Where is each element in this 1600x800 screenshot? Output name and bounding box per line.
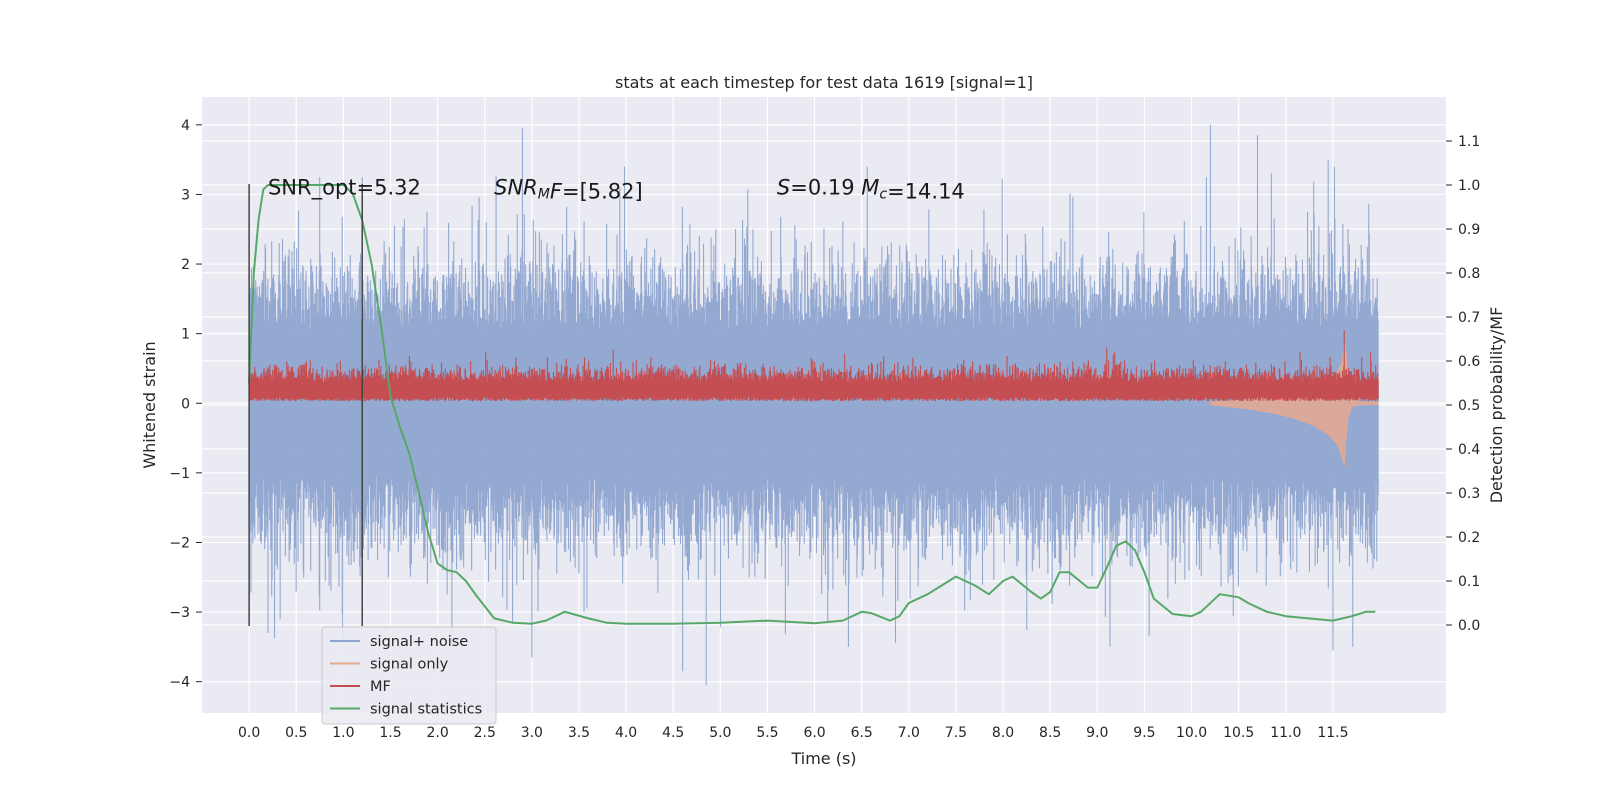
x-tick-label: 11.5 bbox=[1317, 725, 1348, 741]
annotation-segment: =14.14 bbox=[887, 179, 965, 203]
signal-statistics-series bbox=[248, 184, 1376, 625]
x-tick-label: 5.0 bbox=[709, 725, 731, 741]
y-tick-label: 1 bbox=[181, 327, 190, 343]
x-tick-label: 4.0 bbox=[615, 725, 637, 741]
y-tick-label: 2 bbox=[181, 257, 190, 273]
y-tick-label: 4 bbox=[181, 118, 190, 134]
y-tick-label: −4 bbox=[169, 675, 190, 691]
legend: signal+ noise signal only MF signal statist… bbox=[321, 626, 497, 725]
x-tick-label: 7.5 bbox=[945, 725, 967, 741]
series-area bbox=[248, 124, 1379, 686]
y-right-tick-label: 0.7 bbox=[1458, 310, 1480, 326]
annotation-segment: F bbox=[550, 179, 563, 203]
x-tick-label: 3.0 bbox=[521, 725, 543, 741]
annotation-segment: =[5.82] bbox=[562, 179, 643, 203]
y-tick-label: 0 bbox=[181, 396, 190, 412]
annotation-segment: c bbox=[879, 186, 887, 202]
vertical-markers bbox=[248, 184, 363, 626]
annotation-text: SNR_opt=5.32 bbox=[268, 175, 421, 200]
x-tick-label: 7.0 bbox=[898, 725, 920, 741]
x-tick-label: 10.0 bbox=[1176, 725, 1207, 741]
x-tick-label: 9.0 bbox=[1086, 725, 1108, 741]
y-right-tick-label: 0.1 bbox=[1458, 574, 1480, 590]
legend-entry-label: signal only bbox=[370, 657, 449, 673]
y-right-tick-label: 0.5 bbox=[1458, 398, 1480, 414]
x-tick-label: 6.5 bbox=[851, 725, 873, 741]
y-right-tick-label: 0.9 bbox=[1458, 222, 1480, 238]
y-right-tick-label: 0.4 bbox=[1458, 442, 1480, 458]
legend-entry-label: signal statistics bbox=[370, 702, 482, 718]
x-tick-label: 6.0 bbox=[803, 725, 825, 741]
annotation-segment: S bbox=[777, 175, 790, 199]
x-tick-label: 5.5 bbox=[756, 725, 778, 741]
x-tick-label: 9.5 bbox=[1133, 725, 1155, 741]
y-right-tick-label: 0.0 bbox=[1458, 618, 1480, 634]
x-tick-label: 8.0 bbox=[992, 725, 1014, 741]
x-tick-label: 2.0 bbox=[426, 725, 448, 741]
annotation-segment: M bbox=[538, 186, 550, 202]
legend-frame bbox=[321, 626, 497, 725]
y-tick-label: −1 bbox=[169, 466, 190, 482]
axis-ticks: 0.0 0.5 1.0 1.5 2.0 2.5 3.0 3.5 4.0 4.5 5.0 5.5 6.0 6… bbox=[169, 118, 1480, 741]
x-tick-label: 0.5 bbox=[285, 725, 307, 741]
y-right-tick-label: 1.0 bbox=[1458, 178, 1480, 194]
y-axis-label: Whitened strain bbox=[140, 341, 159, 468]
y-tick-label: −3 bbox=[169, 605, 190, 621]
annotation-text: S=0.19 Mc=14.14 bbox=[777, 175, 965, 203]
x-tick-label: 2.5 bbox=[474, 725, 496, 741]
annotation-text: SNRMF=[5.82] bbox=[494, 175, 643, 203]
legend-entry-label: signal+ noise bbox=[370, 634, 468, 650]
y-right-tick-label: 0.2 bbox=[1458, 530, 1480, 546]
x-tick-label: 10.5 bbox=[1223, 725, 1254, 741]
annotation-segment: =0.19 bbox=[790, 175, 861, 199]
x-axis-label: Time (s) bbox=[790, 749, 856, 768]
y-right-tick-label: 0.8 bbox=[1458, 266, 1480, 282]
y-right-tick-label: 0.6 bbox=[1458, 354, 1480, 370]
annotation-segment: SNR bbox=[494, 175, 538, 199]
y-tick-label: 3 bbox=[181, 187, 190, 203]
x-tick-label: 1.5 bbox=[379, 725, 401, 741]
y-right-tick-label: 0.3 bbox=[1458, 486, 1480, 502]
x-tick-label: 8.5 bbox=[1039, 725, 1061, 741]
x-tick-label: 3.5 bbox=[568, 725, 590, 741]
y-tick-label: −2 bbox=[169, 535, 190, 551]
annotations: SNR_opt=5.32 SNRMF=[5.82] S=0.19 Mc=14.14 bbox=[268, 175, 965, 203]
legend-entry-label: MF bbox=[370, 679, 391, 695]
y-right-tick-label: 1.1 bbox=[1458, 134, 1480, 150]
x-tick-label: 1.0 bbox=[332, 725, 354, 741]
x-tick-label: 11.0 bbox=[1270, 725, 1301, 741]
chart-title: stats at each timestep for test data 161… bbox=[615, 73, 1033, 92]
annotation-segment: M bbox=[861, 175, 879, 199]
y-right-axis-label: Detection probability/MF bbox=[1487, 307, 1506, 504]
x-tick-label: 4.5 bbox=[662, 725, 684, 741]
x-tick-label: 0.0 bbox=[238, 725, 260, 741]
